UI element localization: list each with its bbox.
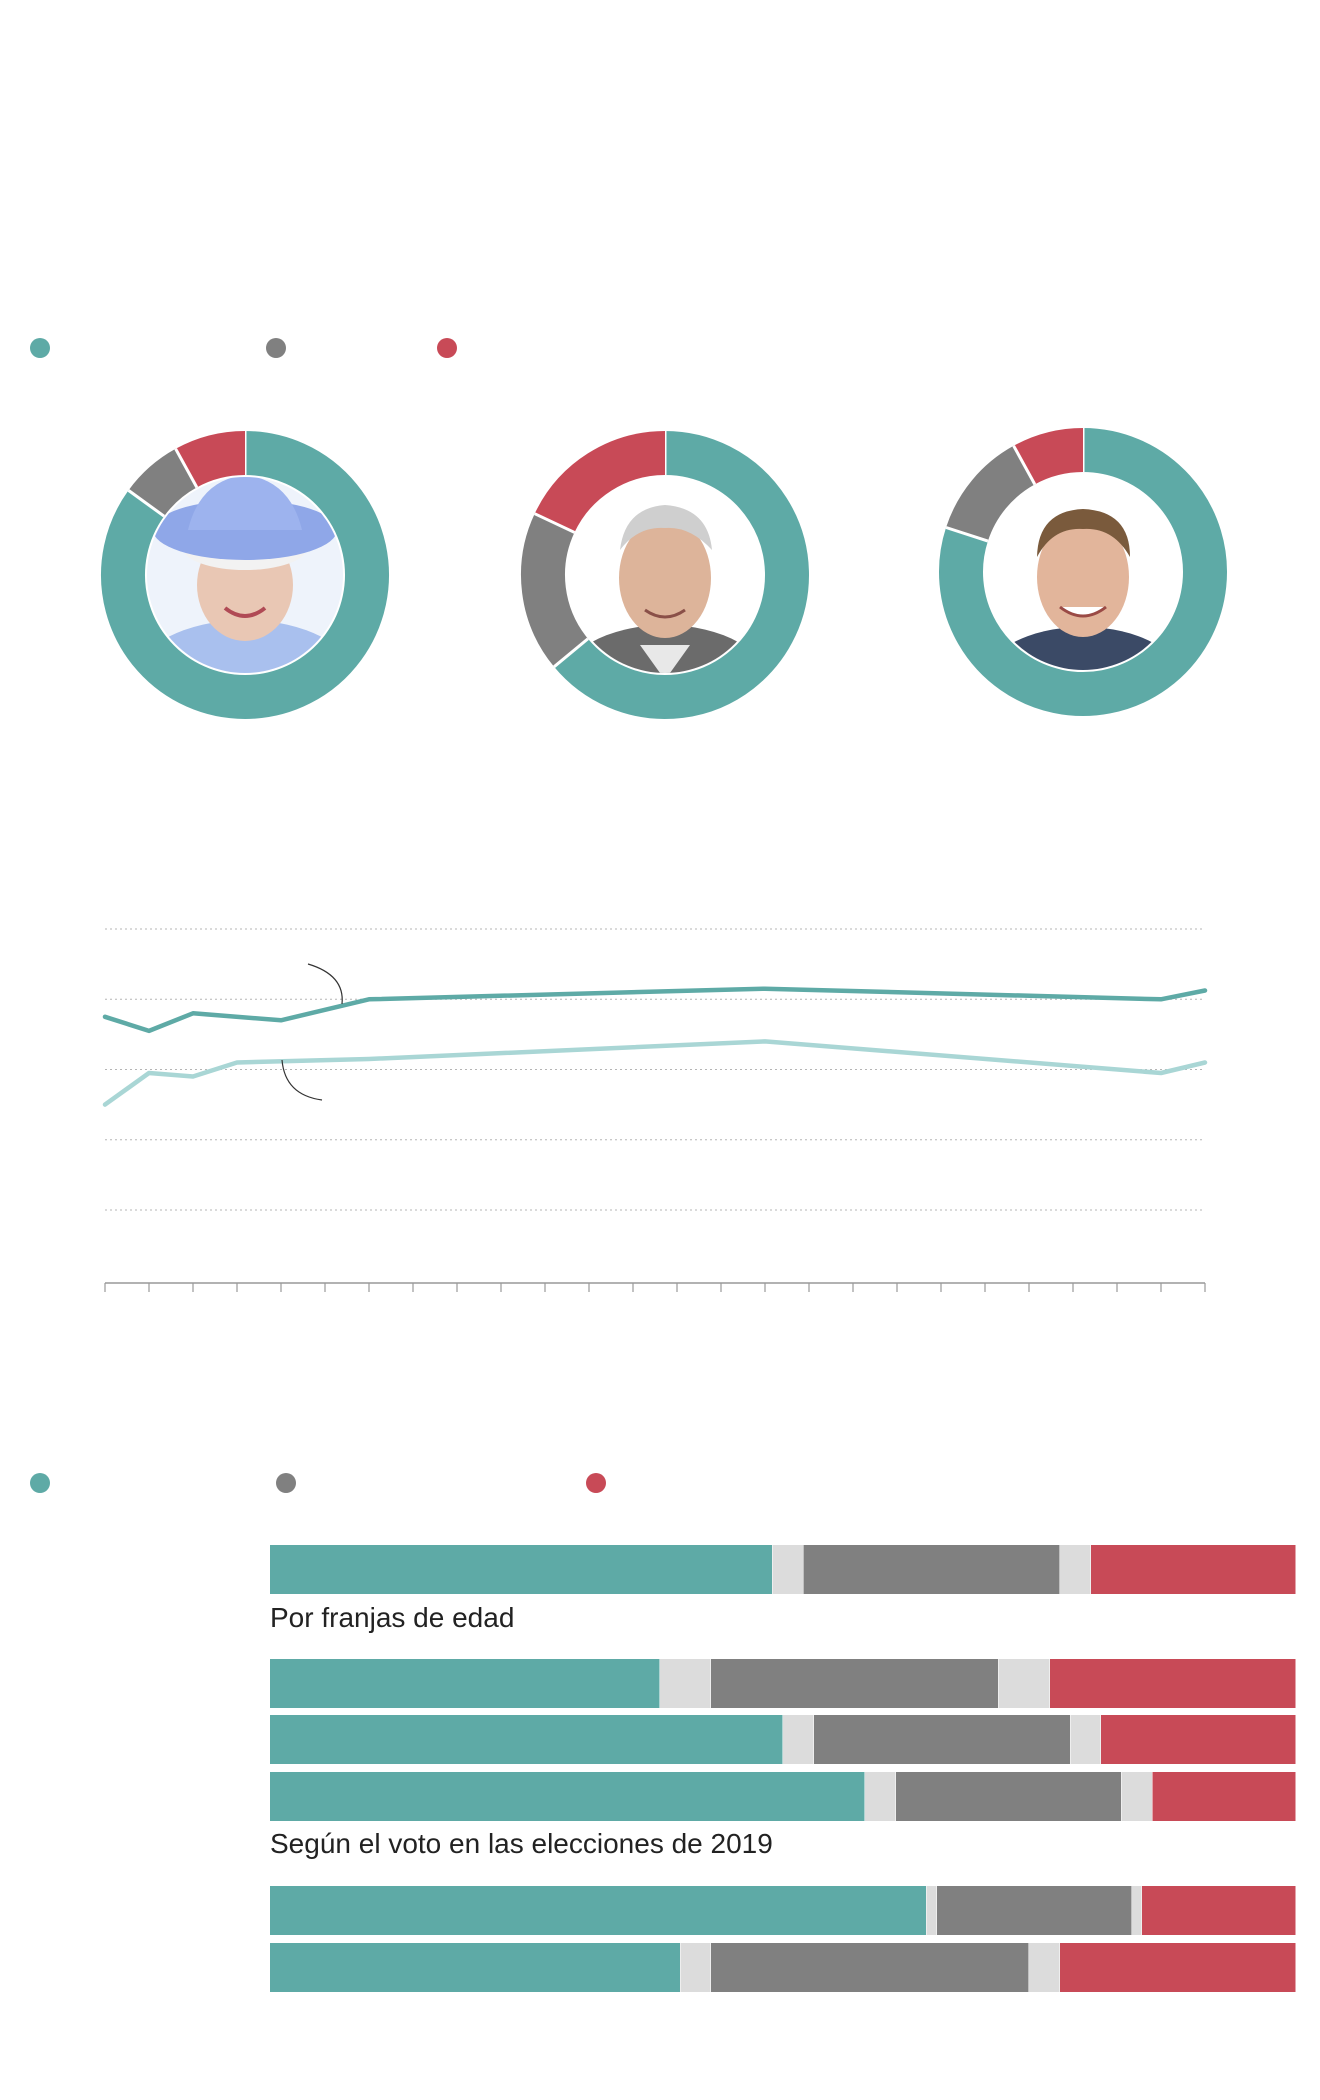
vote-section-label: Según el voto en las elecciones de 2019: [270, 1828, 773, 1859]
bar-segment-favorable: [270, 1715, 783, 1764]
bar-segment-neutral: [803, 1545, 1060, 1594]
donut-chart: [101, 431, 389, 719]
bar-segment-neutral: [711, 1943, 1029, 1992]
prince-charles-portrait: [567, 477, 763, 673]
bar-segment-unknown2: [1121, 1772, 1152, 1821]
bar-segment-unfavorable: [1152, 1772, 1296, 1821]
red-dot-icon: [586, 1473, 606, 1493]
bar-segment-unfavorable: [1142, 1886, 1296, 1935]
series-line-dark: [102, 986, 1208, 1034]
callout-bracket-upper: [307, 963, 343, 1005]
donut-slice-favorable: [554, 431, 809, 719]
gray-dot-icon: [266, 338, 286, 358]
red-dot-icon: [437, 338, 457, 358]
donut-slice-neutral: [521, 513, 589, 667]
donut-slice-unfavorable: [175, 431, 246, 488]
donut-chart: [521, 431, 809, 719]
teal-dot-icon: [30, 1473, 50, 1493]
teal-dot-icon: [30, 338, 50, 358]
donut-slice-favorable: [101, 431, 389, 719]
bar-segment-neutral: [813, 1715, 1070, 1764]
series-line-light: [102, 1039, 1208, 1107]
donut-slice-neutral: [128, 448, 198, 517]
bar-segment-unknown1: [926, 1886, 937, 1935]
bar-segment-favorable: [270, 1943, 680, 1992]
age-section-label: Por franjas de edad: [270, 1602, 515, 1633]
bar-segment-unknown1: [783, 1715, 814, 1764]
queen-elizabeth-portrait: [147, 477, 343, 673]
bar-segment-unknown1: [865, 1772, 896, 1821]
donut-slice-unfavorable: [534, 431, 666, 534]
bar-segment-unknown2: [1029, 1943, 1060, 1992]
bar-segment-unfavorable: [1090, 1545, 1296, 1594]
donut-slice-unfavorable: [1013, 428, 1084, 485]
bar-segment-unfavorable: [1060, 1943, 1296, 1992]
bar-segment-unknown2: [1060, 1545, 1091, 1594]
bar-segment-neutral: [936, 1886, 1132, 1935]
donut-charles: [520, 430, 810, 720]
bar-segment-unfavorable: [1101, 1715, 1296, 1764]
prince-william-portrait: [985, 474, 1181, 670]
donut-slice-favorable: [939, 428, 1227, 716]
bar-segment-unknown2: [1070, 1715, 1101, 1764]
donut-queen: [100, 430, 390, 720]
line-chart: [102, 928, 1208, 1292]
gray-dot-icon: [276, 1473, 296, 1493]
donut-william: [938, 427, 1228, 717]
bar-segment-unknown1: [659, 1659, 711, 1708]
bar-segment-unfavorable: [1049, 1659, 1296, 1708]
callout-bracket-lower: [281, 1059, 323, 1101]
bar-segment-unknown2: [1131, 1886, 1142, 1935]
bar-segment-unknown1: [772, 1545, 804, 1594]
bar-segment-favorable: [270, 1659, 660, 1708]
bar-segment-unknown1: [680, 1943, 711, 1992]
bar-segment-unknown2: [998, 1659, 1050, 1708]
bar-segment-neutral: [895, 1772, 1122, 1821]
bar-segment-favorable: [270, 1545, 773, 1594]
bar-segment-neutral: [711, 1659, 998, 1708]
donut-slice-neutral: [946, 445, 1036, 542]
bar-segment-favorable: [270, 1772, 865, 1821]
bar-segment-favorable: [270, 1886, 927, 1935]
donut-chart: [939, 428, 1227, 716]
